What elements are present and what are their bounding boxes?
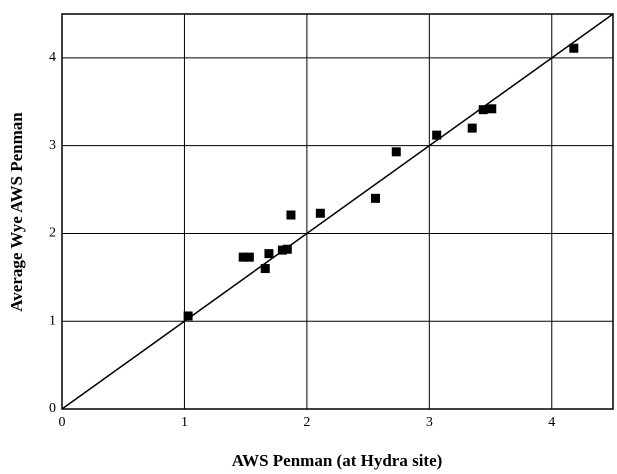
x-tick-label: 4 [548, 415, 555, 430]
x-tick-label: 2 [303, 415, 310, 430]
y-tick-label: 0 [49, 401, 56, 416]
x-tick-label: 3 [426, 415, 433, 430]
point [569, 43, 579, 53]
x-tick-label: 1 [181, 415, 188, 430]
point [264, 249, 274, 259]
point [391, 147, 401, 157]
point [478, 105, 488, 115]
point [370, 193, 380, 203]
x-tick-label: 0 [59, 415, 66, 430]
point [467, 123, 477, 133]
y-tick-label: 4 [49, 50, 56, 65]
point [244, 252, 254, 262]
y-tick-label: 3 [49, 138, 56, 153]
point [277, 245, 287, 255]
point [238, 252, 248, 262]
y-tick-label: 2 [49, 226, 56, 241]
reference-line [61, 13, 614, 410]
y-axis-title: Average Wye AWS Penman [7, 112, 26, 312]
point [315, 208, 325, 218]
point [487, 104, 497, 114]
point [260, 264, 270, 274]
point [282, 244, 292, 254]
plot-frame [61, 13, 614, 410]
point [183, 311, 193, 321]
point [286, 210, 296, 220]
point [432, 130, 442, 140]
x-axis-title: AWS Penman (at Hydra site) [232, 451, 443, 470]
y-tick-label: 1 [49, 313, 56, 328]
